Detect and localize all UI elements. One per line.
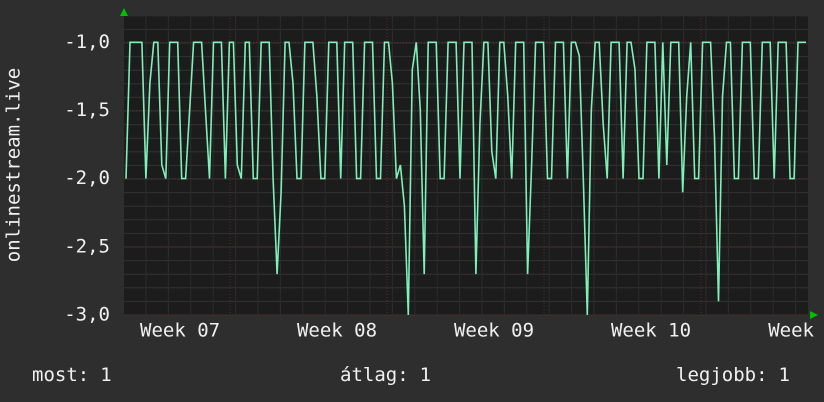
y-axis-label: onlinestream.live	[3, 68, 25, 262]
y-tick-label: -3,0	[64, 304, 110, 326]
x-tick-label: Week 07	[140, 320, 220, 342]
plot	[125, 41, 806, 316]
y-tick-label: -2,0	[64, 167, 110, 189]
axis-arrow	[810, 311, 818, 319]
x-tick-label: Week 10	[611, 320, 691, 342]
stat: legjobb: 1	[676, 364, 790, 386]
stat: átlag: 1	[340, 364, 431, 386]
stat-value: 1	[100, 364, 111, 386]
grid: -3,0 -2,5 -2,0 -1,5 -1,0 Week 07 Week 08 Week 0…	[64, 15, 815, 342]
x-tick-label: Week 08	[297, 320, 377, 342]
x-tick-label: Week 09	[454, 320, 534, 342]
axis-arrow	[120, 8, 128, 16]
stat-value: 1	[420, 364, 431, 386]
stat: most: 1	[32, 364, 112, 386]
y-tick-label: -1,5	[64, 99, 110, 121]
data-line	[125, 41, 806, 316]
stat-label: legjobb:	[676, 364, 768, 386]
y-tick-label: -2,5	[64, 235, 110, 257]
x-tick-label: Week	[768, 320, 814, 342]
stats: most: 1 átlag: 1 legjobb: 1	[32, 364, 790, 386]
y-tick-label: -1,0	[64, 31, 110, 53]
stat-value: 1	[779, 364, 790, 386]
stat-label: átlag:	[340, 364, 409, 386]
stat-label: most:	[32, 364, 89, 386]
